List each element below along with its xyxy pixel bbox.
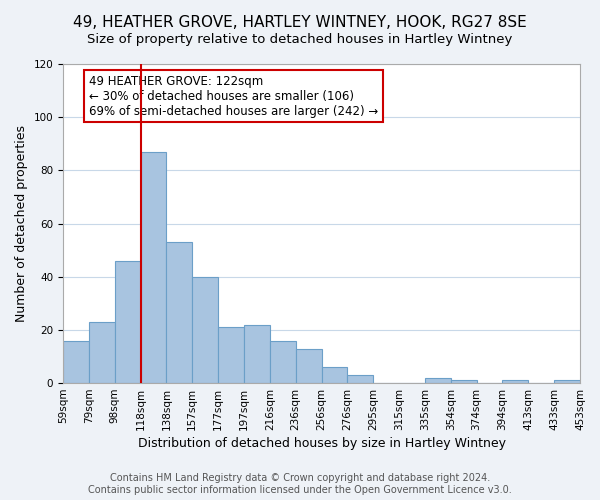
Bar xyxy=(554,380,580,383)
Bar xyxy=(322,367,347,383)
Bar xyxy=(244,324,270,383)
Bar xyxy=(63,340,89,383)
Bar xyxy=(296,348,322,383)
Bar xyxy=(115,261,140,383)
Bar xyxy=(192,276,218,383)
Bar xyxy=(140,152,166,383)
Text: 49 HEATHER GROVE: 122sqm
← 30% of detached houses are smaller (106)
69% of semi-: 49 HEATHER GROVE: 122sqm ← 30% of detach… xyxy=(89,74,378,118)
Bar xyxy=(347,375,373,383)
Bar xyxy=(425,378,451,383)
X-axis label: Distribution of detached houses by size in Hartley Wintney: Distribution of detached houses by size … xyxy=(137,437,506,450)
Bar xyxy=(166,242,192,383)
Bar xyxy=(89,322,115,383)
Text: Contains HM Land Registry data © Crown copyright and database right 2024.
Contai: Contains HM Land Registry data © Crown c… xyxy=(88,474,512,495)
Text: Size of property relative to detached houses in Hartley Wintney: Size of property relative to detached ho… xyxy=(88,32,512,46)
Y-axis label: Number of detached properties: Number of detached properties xyxy=(15,125,28,322)
Text: 49, HEATHER GROVE, HARTLEY WINTNEY, HOOK, RG27 8SE: 49, HEATHER GROVE, HARTLEY WINTNEY, HOOK… xyxy=(73,15,527,30)
Bar xyxy=(502,380,529,383)
Bar xyxy=(451,380,476,383)
Bar xyxy=(270,340,296,383)
Bar xyxy=(218,327,244,383)
